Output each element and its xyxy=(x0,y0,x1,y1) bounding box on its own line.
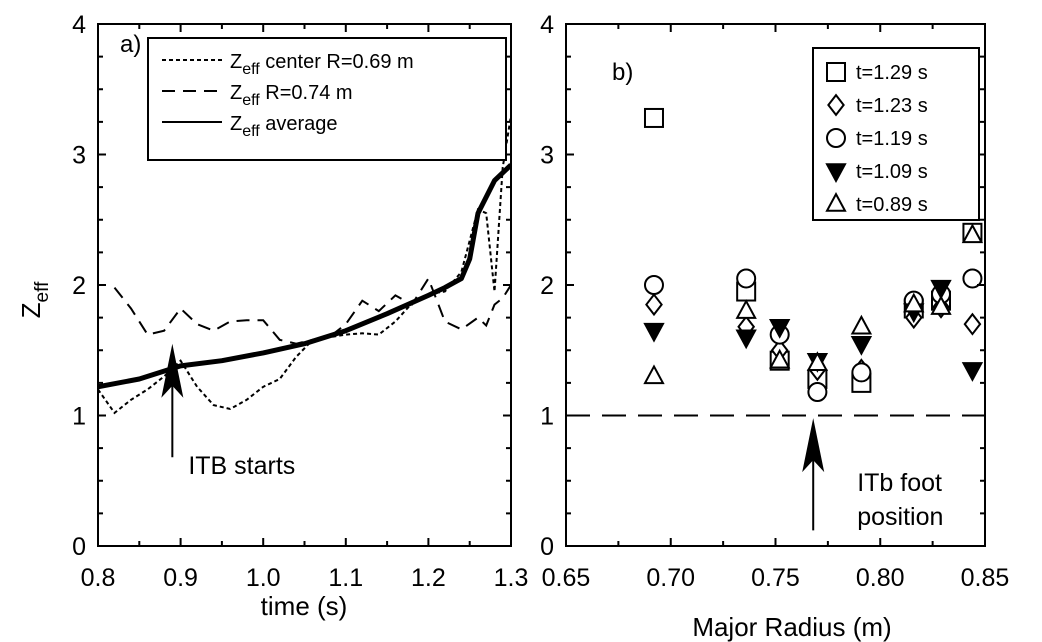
panel-a-annotation: ITB starts xyxy=(161,343,295,480)
panel-b-xtick-label: 0.75 xyxy=(751,564,800,592)
panel-a-xlabel: time (s) xyxy=(261,591,348,621)
point-t129 xyxy=(643,107,664,128)
panel-a-xtick-label: 1.0 xyxy=(246,564,281,592)
point-t089 xyxy=(643,364,665,385)
point-t109 xyxy=(961,362,984,382)
point-t089 xyxy=(903,292,925,313)
legend-label-t119: t=1.19 s xyxy=(856,128,928,150)
point-t109 xyxy=(735,329,757,350)
legend-marker-t089 xyxy=(825,191,847,212)
point-t089 xyxy=(850,314,873,335)
panel-a-xtick-label: 0.8 xyxy=(81,564,116,592)
itb-start-arrow-head xyxy=(161,343,184,398)
legend-marker-t119 xyxy=(826,128,846,148)
panel-b: b) 0.65 0.70 0.75 0.80 0.85 0 1 2 3 4 Major Radiu… xyxy=(540,11,1009,642)
point-t119 xyxy=(643,275,664,295)
point-t109 xyxy=(930,279,952,300)
panel-a-ytick-label: 1 xyxy=(72,403,86,431)
point-t089 xyxy=(769,348,791,369)
panel-b-xtick-label: 0.70 xyxy=(646,564,695,592)
point-t119 xyxy=(807,382,828,403)
panel-b-ytick-label: 3 xyxy=(540,142,554,170)
panel-b-ytick-label: 2 xyxy=(540,272,554,300)
point-t123 xyxy=(963,312,982,336)
point-t089 xyxy=(930,295,952,315)
panel-a-legend-box xyxy=(147,37,507,161)
legend-marker-t129 xyxy=(826,62,846,82)
panel-a-xtick-label: 0.9 xyxy=(163,564,198,592)
point-t123 xyxy=(645,293,663,317)
series-r074-line xyxy=(113,276,511,345)
legend-marker-t109 xyxy=(825,163,847,184)
panel-b-label: b) xyxy=(612,59,633,86)
panel-b-xlabel: Major Radius (m) xyxy=(692,612,891,642)
legend-label-t109: t=1.09 s xyxy=(856,161,928,183)
legend-label-t089: t=0.89 s xyxy=(856,194,928,216)
panel-a-ylabel: Zeff xyxy=(16,281,53,318)
panel-b-xtick-label: 0.85 xyxy=(961,564,1010,592)
panel-b-ytick-label: 0 xyxy=(540,533,554,561)
panel-b-xtick-label: 0.65 xyxy=(542,564,591,592)
itb-start-label: ITB starts xyxy=(188,452,295,480)
panel-a-xtick-label: 1.2 xyxy=(411,564,446,592)
panel-a-ytick-label: 2 xyxy=(72,272,86,300)
panel-a-label: a) xyxy=(120,31,141,58)
panel-b-series xyxy=(643,107,984,403)
panel-b-ytick-label: 4 xyxy=(540,11,554,39)
panel-a-legend: Zeff center R=0.69 m Zeff R=0.74 m Zeff … xyxy=(147,37,507,161)
point-t119 xyxy=(962,268,983,289)
point-t109 xyxy=(769,319,791,339)
panel-a-ytick-label: 3 xyxy=(72,142,86,170)
itb-foot-label: ITb foot position xyxy=(857,469,949,531)
panel-a-xtick-label: 1.3 xyxy=(494,564,529,592)
itb-foot-label-line1: ITb foot xyxy=(857,469,942,497)
itb-foot-label-line2: position xyxy=(857,503,943,531)
panel-b-annotation: ITb foot position xyxy=(802,418,949,531)
panel-b-legend-items: t=1.29 s t=1.23 s t=1.19 s t=1.09 s t=0.89 s xyxy=(825,62,928,216)
panel-a: a) 0.8 0.9 1.0 1.1 1.2 1.3 0 1 2 3 4 time (s) Zeff… xyxy=(16,11,528,621)
point-t109 xyxy=(643,322,665,343)
point-t119 xyxy=(851,362,872,383)
legend-marker-t123 xyxy=(827,93,845,117)
legend-label-r074: Zeff R=0.74 m xyxy=(230,82,353,109)
point-t109 xyxy=(850,335,873,356)
panel-b-ticks: 0.65 0.70 0.75 0.80 0.85 0 1 2 3 4 xyxy=(540,11,1009,592)
point-t089 xyxy=(806,351,829,372)
point-t119 xyxy=(736,268,757,289)
panel-a-xtick-label: 1.1 xyxy=(328,564,363,592)
itb-foot-arrow-head xyxy=(802,418,825,473)
panel-a-ticks: 0.8 0.9 1.0 1.1 1.2 1.3 0 1 2 3 4 xyxy=(72,11,528,592)
point-t089 xyxy=(735,299,757,319)
legend-label-center: Zeff center R=0.69 m xyxy=(230,51,414,78)
series-average-line xyxy=(98,163,511,390)
legend-label-t123: t=1.23 s xyxy=(856,95,928,117)
panel-b-xtick-label: 0.80 xyxy=(856,564,905,592)
panel-b-ytick-label: 1 xyxy=(540,403,554,431)
panel-b-legend: t=1.29 s t=1.23 s t=1.19 s t=1.09 s t=0.89 s xyxy=(812,47,980,221)
panel-a-ytick-label: 4 xyxy=(72,11,86,39)
panel-a-ytick-label: 0 xyxy=(72,533,86,561)
point-t089 xyxy=(961,223,984,244)
legend-label-t129: t=1.29 s xyxy=(856,62,928,84)
legend-label-average: Zeff average xyxy=(230,113,338,140)
